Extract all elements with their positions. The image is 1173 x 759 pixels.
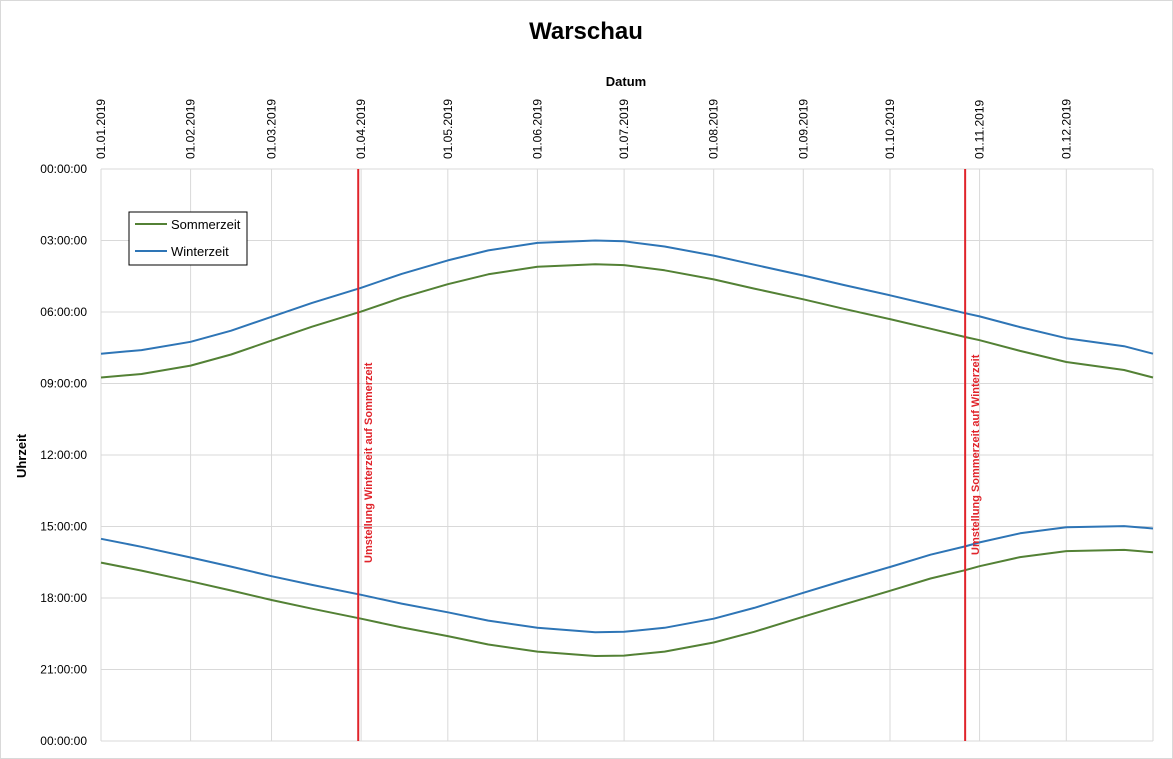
- y-axis-title: Uhrzeit: [14, 433, 29, 478]
- chart-title: Warschau: [529, 18, 643, 45]
- series-line-sommerzeit-sunrise: [100, 263, 1154, 379]
- y-tick-label: 09:00:00: [40, 377, 87, 391]
- y-tick-label: 00:00:00: [40, 734, 87, 748]
- x-tick-label: 01.07.2019: [617, 99, 631, 159]
- x-tick-label: 01.03.2019: [265, 99, 279, 159]
- series-line-winterzeit-sunset: [100, 525, 1154, 634]
- y-tick-label: 00:00:00: [40, 162, 87, 176]
- series-lines: [100, 239, 1154, 657]
- y-tick-label: 15:00:00: [40, 520, 87, 534]
- x-axis-title: Datum: [606, 74, 646, 89]
- x-tick-label: 01.12.2019: [1059, 99, 1073, 159]
- y-tick-label: 06:00:00: [40, 305, 87, 319]
- x-tick-label: 01.11.2019: [973, 100, 987, 159]
- legend-label-winterzeit: Winterzeit: [171, 244, 229, 259]
- legend-label-sommerzeit: Sommerzeit: [171, 217, 241, 232]
- x-tick-label: 01.08.2019: [707, 99, 721, 159]
- x-tick-label: 01.06.2019: [530, 99, 544, 159]
- x-tick-label: 01.01.2019: [94, 99, 108, 159]
- legend: Sommerzeit Winterzeit: [128, 211, 248, 266]
- annotations: Umstellung Winterzeit auf Sommerzeit Umst…: [357, 169, 982, 741]
- y-tick-label: 21:00:00: [40, 663, 87, 677]
- x-tick-label: 01.02.2019: [184, 99, 198, 159]
- tick-labels: 00:00:00 03:00:00 06:00:00 09:00:00 12:00:00…: [40, 99, 1073, 748]
- y-tick-label: 18:00:00: [40, 591, 87, 605]
- series-line-sommerzeit-sunset: [100, 548, 1154, 657]
- legend-box: [128, 211, 248, 266]
- x-tick-label: 01.05.2019: [441, 99, 455, 159]
- y-tick-label: 12:00:00: [40, 448, 87, 462]
- x-tick-label: 01.10.2019: [883, 99, 897, 159]
- x-tick-label: 01.09.2019: [796, 99, 810, 159]
- series-line-winterzeit-sunrise: [100, 239, 1154, 355]
- annotation-label: Umstellung Winterzeit auf Sommerzeit: [363, 362, 375, 563]
- annotation-label: Umstellung Sommerzeit auf Winterzeit: [970, 354, 982, 555]
- x-tick-label: 01.04.2019: [354, 99, 368, 159]
- y-tick-label: 03:00:00: [40, 234, 87, 248]
